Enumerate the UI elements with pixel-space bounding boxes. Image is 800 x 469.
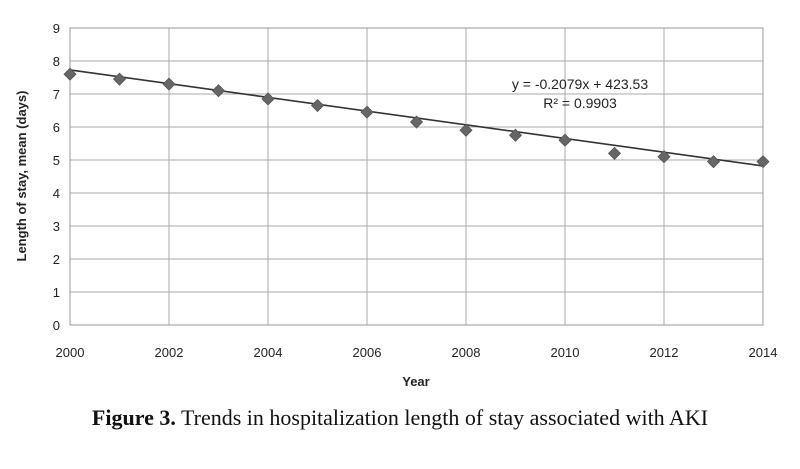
x-tick-labels: 2000 2002 2004 2006 2008 2010 2012 2014 [56,345,778,360]
y-tick-label: 6 [53,120,60,135]
data-point [211,84,226,98]
plot-border [69,27,764,326]
data-point [261,92,275,106]
x-tick-label: 2014 [749,345,778,360]
y-tick-label: 5 [53,153,60,168]
x-tick-label: 2010 [551,345,580,360]
x-tick-label: 2008 [452,345,481,360]
y-tick-label: 1 [53,285,60,300]
y-axis-title: Length of stay, mean (days) [14,91,29,262]
data-point [409,115,424,129]
data-point [112,72,127,86]
y-tick-label: 0 [53,318,60,333]
data-points [63,67,770,169]
y-tick-label: 4 [53,186,60,201]
figure-caption-label: Figure 3. [91,405,176,430]
plot-background [70,28,763,325]
trendline-equation: y = -0.2079x + 423.53 [512,76,648,92]
y-tick-label: 8 [53,54,60,69]
data-point [310,98,325,113]
y-tick-label: 9 [53,21,60,36]
data-point [63,67,77,81]
y-tick-labels: 0 1 2 3 4 5 6 7 8 9 [53,21,60,333]
x-tick-label: 2006 [353,345,382,360]
data-point [756,155,770,169]
x-axis-title: Year [402,374,429,389]
data-point [360,105,374,119]
data-point [657,150,671,164]
x-tick-label: 2004 [254,345,283,360]
data-point [607,146,622,160]
figure-caption: Figure 3. Trends in hospitalization leng… [0,400,800,450]
y-tick-label: 2 [53,252,60,267]
figure-caption-text: Trends in hospitalization length of stay… [175,405,709,430]
x-tick-label: 2012 [650,345,679,360]
y-tick-label: 3 [53,219,60,234]
data-point [162,77,176,91]
data-point [508,128,523,142]
x-tick-label: 2000 [56,345,85,360]
data-point [558,133,572,147]
x-tick-label: 2002 [155,345,184,360]
data-point [706,155,721,169]
y-tick-label: 7 [53,87,60,102]
trendline-r-squared: R² = 0.9903 [543,95,617,111]
data-point [459,123,473,137]
